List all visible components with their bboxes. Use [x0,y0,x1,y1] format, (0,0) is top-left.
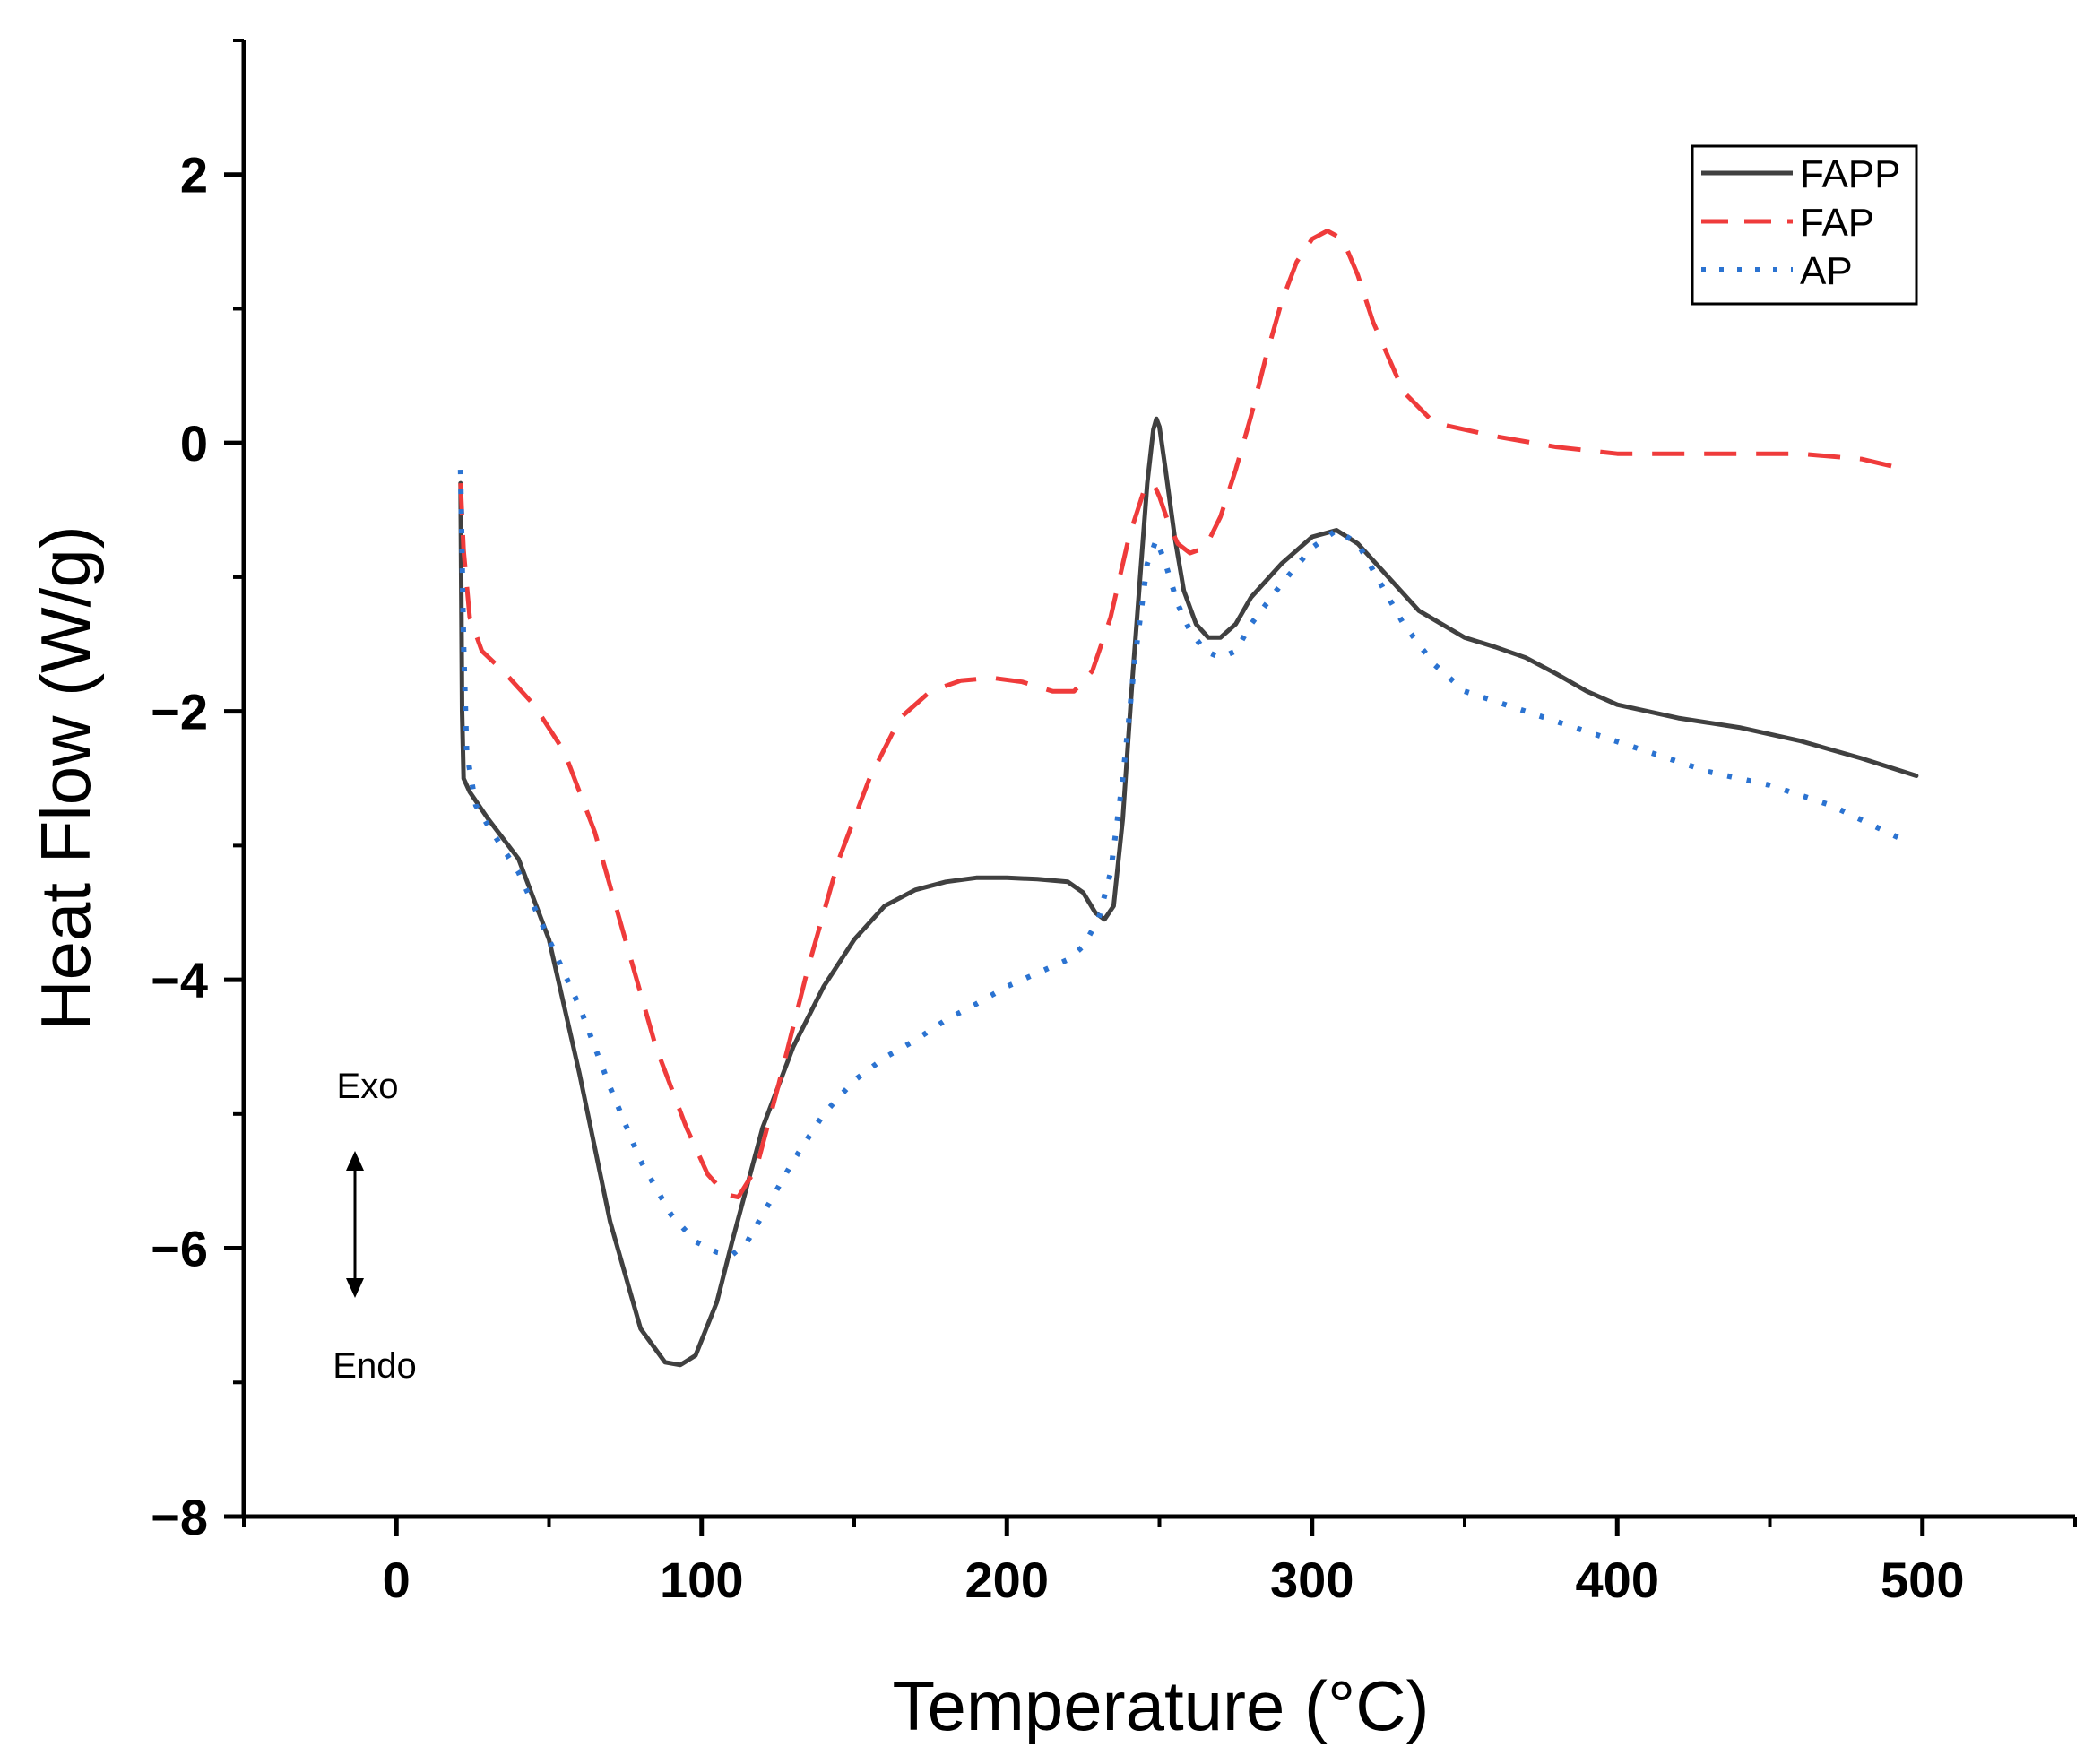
x-tick-label: 500 [1881,1552,1964,1608]
exo-endo-annotation: Exo Endo [333,1067,416,1386]
x-tick-label: 400 [1576,1552,1659,1608]
tick-labels: 0 100 200 300 400 500 −8 −6 −4 −2 0 2 [151,147,1964,1608]
series-line-ap [457,470,1903,1258]
plot-lines [457,229,1919,1368]
y-tick-label: 0 [180,415,208,471]
legend-label-fapp: FAPP [1800,152,1901,196]
legend-label-fap: FAP [1800,201,1874,245]
ticks [224,39,2077,1536]
x-axis-title: Temperature (°C) [892,1666,1429,1745]
y-tick-label: 2 [180,147,208,203]
arrow-head-down-icon [346,1278,364,1298]
x-tick-label: 100 [660,1552,743,1608]
y-tick-label: −2 [151,684,208,740]
y-tick-label: −8 [151,1489,208,1545]
x-tick-label: 200 [965,1552,1049,1608]
endo-label: Endo [333,1346,416,1386]
series-line-fap [458,229,1908,1200]
y-axis-title: Heat Flow (W/g) [26,525,105,1030]
legend-label-ap: AP [1800,249,1853,293]
x-tick-label: 0 [383,1552,411,1608]
y-tick-label: −4 [151,952,208,1008]
exo-label: Exo [337,1067,399,1106]
x-tick-label: 300 [1270,1552,1354,1608]
arrow-head-up-icon [346,1151,364,1171]
y-tick-label: −6 [151,1221,208,1277]
series-line-fapp [458,416,1919,1368]
